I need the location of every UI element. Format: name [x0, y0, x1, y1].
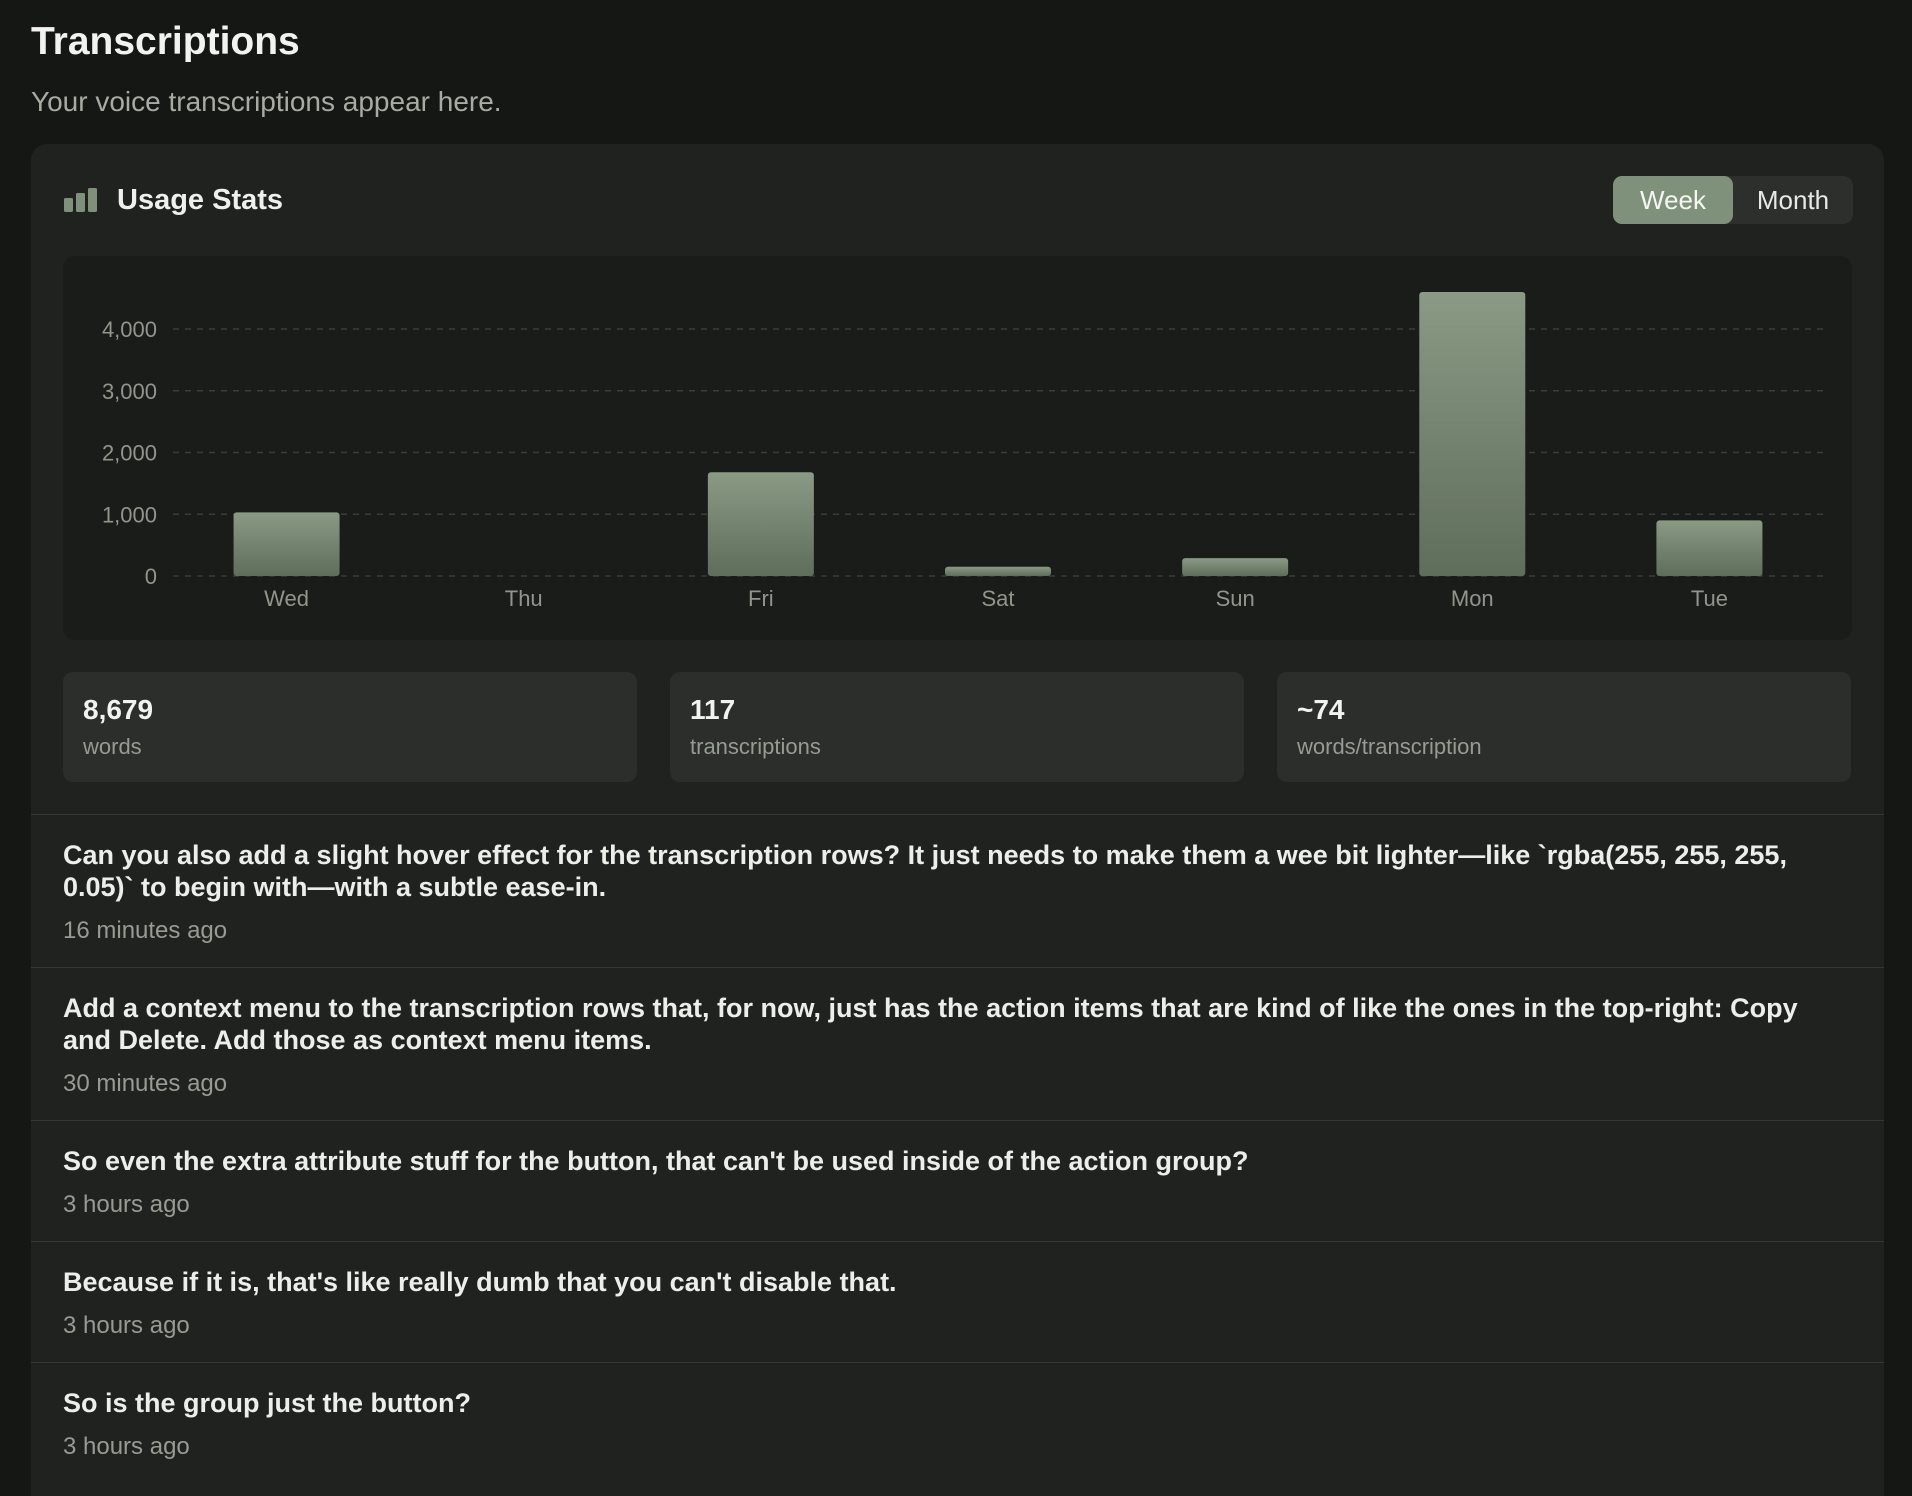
bar-wed[interactable]	[233, 512, 340, 576]
transcription-row[interactable]: Add a context menu to the transcription …	[31, 967, 1884, 1120]
stat-value: 8,679	[83, 694, 154, 725]
y-tick-label: 4,000	[102, 317, 157, 342]
transcription-text: So even the extra attribute stuff for th…	[63, 1146, 1249, 1176]
stat-label: words/transcription	[1297, 734, 1482, 759]
bar-chart-icon	[64, 188, 97, 212]
transcription-row[interactable]: Can you also add a slight hover effect f…	[31, 814, 1884, 967]
bar-tue[interactable]	[1656, 520, 1763, 576]
x-tick-label: Sun	[1216, 586, 1255, 611]
bar-sun[interactable]	[1182, 558, 1289, 576]
transcription-text: Can you also add a slight hover effect f…	[63, 840, 1787, 902]
transcription-time: 3 hours ago	[63, 1191, 190, 1218]
transcription-time: 16 minutes ago	[63, 917, 228, 944]
words-per-transcription-stat: ~74 words/transcription	[1277, 672, 1851, 782]
stat-label: transcriptions	[690, 734, 821, 759]
stat-value: ~74	[1297, 694, 1345, 725]
x-tick-label: Mon	[1451, 586, 1494, 611]
x-tick-label: Wed	[264, 586, 309, 611]
y-tick-label: 2,000	[102, 441, 157, 466]
usage-chart: 0 1,000 2,000 3,000 4,000 Wed Thu Fri Sat Sun Mon T…	[63, 256, 1852, 640]
usage-card-header: Usage Stats Week Month	[31, 144, 1884, 254]
transcription-time: 3 hours ago	[63, 1433, 190, 1460]
usage-bar-chart: 0 1,000 2,000 3,000 4,000 Wed Thu Fri Sat Sun Mon T…	[102, 292, 1823, 611]
transcription-row[interactable]: So even the extra attribute stuff for th…	[31, 1120, 1884, 1241]
period-segmented-control: Week Month	[1613, 176, 1853, 224]
usage-card: Usage Stats Week Month 0 1,000 2,000 3,000 4…	[31, 144, 1884, 1496]
page-subtitle: Your voice transcriptions appear here.	[31, 86, 502, 117]
transcription-text: Because if it is, that's like really dum…	[63, 1267, 897, 1297]
words-stat: 8,679 words	[63, 672, 637, 782]
transcription-text: Add a context menu to the transcription …	[63, 993, 1798, 1055]
x-tick-label: Thu	[505, 586, 543, 611]
month-tab[interactable]: Month	[1756, 184, 1830, 215]
week-tab[interactable]: Week	[1613, 176, 1733, 224]
transcriptions-stat: 117 transcriptions	[670, 672, 1244, 782]
transcription-text: So is the group just the button?	[63, 1388, 471, 1418]
bar-sat[interactable]	[945, 566, 1051, 576]
x-tick-label: Tue	[1691, 586, 1728, 611]
y-tick-label: 0	[145, 564, 157, 589]
bar-fri[interactable]	[707, 472, 814, 576]
transcription-row[interactable]: Because if it is, that's like really dum…	[31, 1241, 1884, 1362]
transcription-time: 30 minutes ago	[63, 1070, 228, 1097]
stat-value: 117	[690, 694, 736, 725]
transcription-time: 3 hours ago	[63, 1312, 190, 1339]
y-tick-label: 3,000	[102, 379, 157, 404]
transcription-list: Can you also add a slight hover effect f…	[31, 814, 1884, 1483]
x-tick-label: Fri	[748, 586, 774, 611]
y-tick-label: 1,000	[102, 502, 157, 527]
transcription-row[interactable]: So is the group just the button? 3 hours…	[31, 1362, 1884, 1483]
bar-mon[interactable]	[1419, 292, 1526, 576]
page-title: Transcriptions	[31, 20, 300, 63]
x-tick-label: Sat	[981, 586, 1014, 611]
stat-label: words	[83, 734, 142, 759]
usage-stats-title: Usage Stats	[117, 184, 284, 216]
